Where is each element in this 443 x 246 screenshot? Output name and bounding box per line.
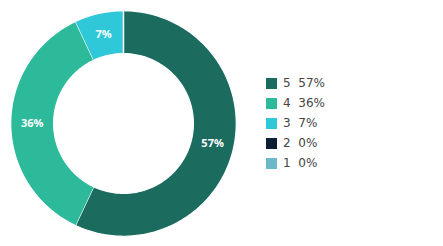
html-text:5 57%: 5 57% (283, 76, 325, 90)
svg-text:57%: 57% (201, 135, 224, 150)
html-text:4 36%: 4 36% (283, 96, 325, 110)
html-text:3 7%: 3 7% (283, 116, 318, 130)
html-text:1 0%: 1 0% (283, 156, 318, 170)
html-text:2 0%: 2 0% (283, 136, 318, 150)
svg-text:36%: 36% (21, 115, 44, 130)
svg-text:7%: 7% (95, 26, 111, 41)
